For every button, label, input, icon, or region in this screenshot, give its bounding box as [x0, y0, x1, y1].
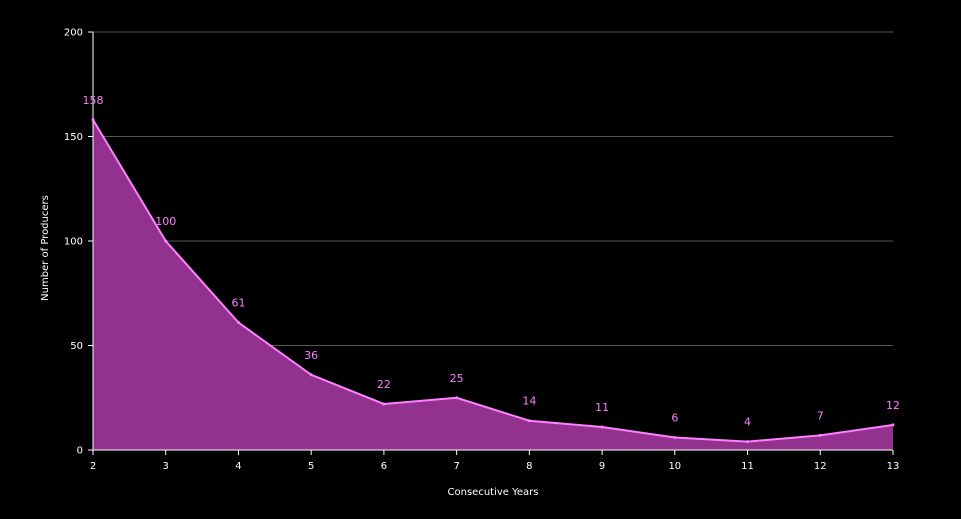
- data-label: 7: [817, 409, 824, 422]
- data-point: [600, 425, 604, 429]
- y-axis-title: Number of Producers: [40, 195, 51, 301]
- data-point: [236, 321, 240, 325]
- data-point: [891, 423, 895, 427]
- x-tick-label: 10: [668, 461, 681, 472]
- data-point: [673, 435, 677, 439]
- x-tick-label: 4: [235, 461, 241, 472]
- data-label: 12: [886, 399, 900, 412]
- x-axis-title: Consecutive Years: [448, 487, 539, 498]
- data-label: 6: [671, 411, 678, 424]
- y-tick-label: 200: [64, 28, 83, 39]
- data-label: 100: [155, 215, 176, 228]
- y-tick-label: 100: [64, 237, 83, 248]
- x-tick-label: 11: [741, 461, 754, 472]
- data-point: [746, 440, 750, 444]
- data-label: 22: [377, 378, 391, 391]
- series-line: [92, 119, 894, 443]
- data-label: 11: [595, 401, 609, 414]
- x-tick-label: 6: [381, 461, 387, 472]
- x-tick-label: 7: [453, 461, 459, 472]
- x-tick-label: 2: [90, 461, 96, 472]
- axes: 0 50 100 150 200 2 3 4 5 6 7 8 9 10 11 12 13: [64, 28, 899, 473]
- data-label: 4: [744, 416, 751, 429]
- data-point: [91, 118, 95, 122]
- x-tick-label: 8: [526, 461, 532, 472]
- data-point: [818, 433, 822, 437]
- data-labels: 158 100 61 36 22 25 14 11 6 4 7 12: [83, 94, 900, 444]
- data-point: [164, 239, 168, 243]
- data-point: [527, 419, 531, 423]
- grid-lines: [93, 31, 893, 346]
- data-point: [309, 373, 313, 377]
- data-label: 36: [304, 349, 318, 362]
- y-tick-label: 150: [64, 132, 83, 143]
- x-tick-label: 12: [814, 461, 827, 472]
- data-label: 25: [450, 372, 464, 385]
- x-tick-label: 3: [163, 461, 169, 472]
- y-tick-label: 0: [77, 446, 83, 457]
- data-point: [455, 396, 459, 400]
- x-tick-label: 5: [308, 461, 314, 472]
- data-label: 14: [522, 395, 536, 408]
- x-tick-label: 9: [599, 461, 605, 472]
- y-tick-label: 50: [70, 341, 83, 352]
- x-tick-label: 13: [887, 461, 900, 472]
- data-point: [382, 402, 386, 406]
- data-label: 61: [231, 297, 245, 310]
- data-label: 158: [83, 94, 104, 107]
- area-fill: [93, 119, 893, 450]
